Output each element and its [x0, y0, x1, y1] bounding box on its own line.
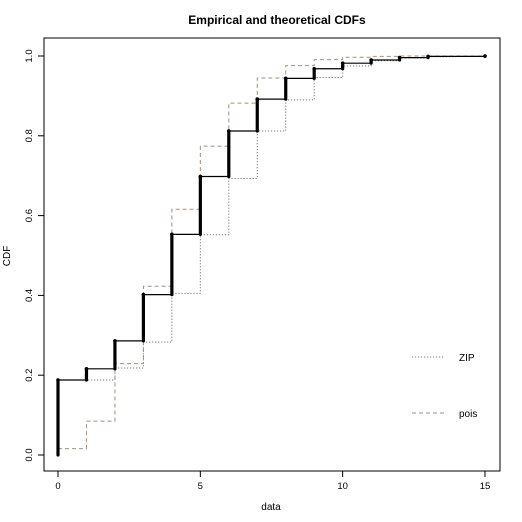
- empirical-point: [397, 55, 402, 60]
- x-tick-label: 0: [55, 481, 60, 492]
- y-tick-label: 0.8: [24, 129, 35, 142]
- empirical-point: [255, 97, 260, 101]
- empirical-point: [227, 129, 231, 133]
- y-tick-label: 0.4: [24, 289, 35, 302]
- x-axis-label: data: [261, 502, 281, 513]
- legend-label-zip: ZIP: [459, 353, 475, 364]
- empirical-point: [369, 58, 373, 62]
- plot-frame: [43, 37, 501, 472]
- y-tick-label: 0.0: [24, 448, 35, 461]
- legend-label-pois: pois: [459, 409, 477, 420]
- empirical-point: [56, 378, 60, 382]
- y-tick-label: 0.2: [24, 369, 35, 382]
- empirical-point: [283, 76, 288, 81]
- empirical-point: [84, 367, 89, 371]
- chart-title: Empirical and theoretical CDFs: [188, 13, 366, 27]
- empirical-point: [170, 232, 174, 237]
- y-axis-label: CDF: [2, 246, 13, 267]
- x-tick-label: 15: [480, 481, 491, 492]
- empirical-point: [113, 339, 117, 343]
- empirical-point: [141, 292, 146, 297]
- empirical-point: [483, 54, 487, 58]
- empirical-point: [312, 66, 317, 71]
- empirical-point: [198, 174, 203, 179]
- series-line-pois: [58, 55, 485, 450]
- x-tick-label: 5: [198, 481, 203, 492]
- empirical-point: [426, 54, 430, 59]
- x-tick-label: 10: [337, 481, 348, 492]
- y-tick-label: 0.6: [24, 209, 35, 222]
- empirical-point: [340, 61, 345, 65]
- series-line-zip: [58, 55, 486, 381]
- y-tick-label: 1.0: [24, 49, 35, 62]
